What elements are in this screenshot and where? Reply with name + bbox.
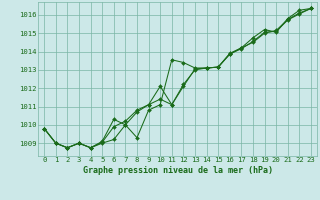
X-axis label: Graphe pression niveau de la mer (hPa): Graphe pression niveau de la mer (hPa): [83, 166, 273, 175]
